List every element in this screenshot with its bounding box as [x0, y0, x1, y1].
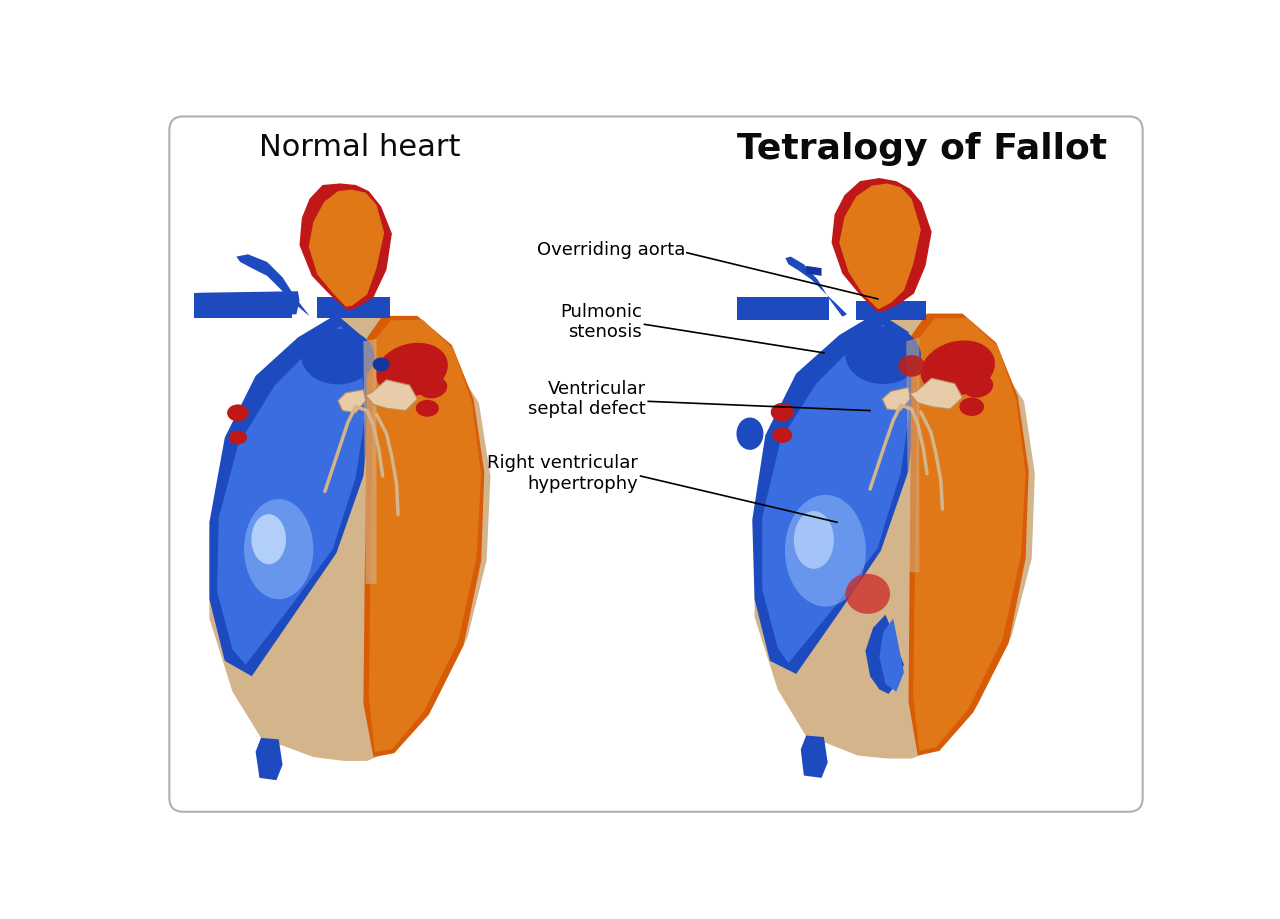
- Text: Ventricular
septal defect: Ventricular septal defect: [529, 380, 646, 418]
- Polygon shape: [210, 311, 490, 761]
- Polygon shape: [364, 339, 376, 584]
- Ellipse shape: [301, 329, 375, 384]
- Polygon shape: [195, 293, 292, 318]
- Polygon shape: [865, 615, 904, 694]
- Ellipse shape: [963, 374, 993, 398]
- Polygon shape: [300, 184, 392, 311]
- Polygon shape: [879, 618, 904, 692]
- Ellipse shape: [771, 403, 794, 421]
- Ellipse shape: [229, 431, 247, 445]
- Ellipse shape: [251, 514, 285, 564]
- Polygon shape: [856, 301, 925, 320]
- Ellipse shape: [736, 417, 763, 449]
- Text: Pulmonic
stenosis: Pulmonic stenosis: [561, 302, 643, 342]
- Ellipse shape: [416, 400, 439, 416]
- Polygon shape: [338, 390, 366, 413]
- Polygon shape: [366, 380, 417, 411]
- Polygon shape: [763, 324, 910, 664]
- Polygon shape: [755, 309, 1034, 758]
- Polygon shape: [882, 388, 910, 411]
- Text: Right ventricular
hypertrophy: Right ventricular hypertrophy: [488, 454, 639, 494]
- Ellipse shape: [899, 355, 925, 377]
- Ellipse shape: [372, 357, 389, 371]
- Polygon shape: [832, 178, 932, 312]
- Ellipse shape: [920, 340, 995, 396]
- Polygon shape: [198, 291, 300, 316]
- Polygon shape: [308, 189, 384, 307]
- Text: Overriding aorta: Overriding aorta: [536, 242, 685, 259]
- Polygon shape: [210, 314, 371, 676]
- Polygon shape: [364, 316, 484, 757]
- FancyBboxPatch shape: [169, 117, 1143, 811]
- Ellipse shape: [785, 495, 865, 607]
- Polygon shape: [317, 298, 390, 318]
- Polygon shape: [753, 312, 916, 674]
- Polygon shape: [237, 255, 310, 316]
- Ellipse shape: [960, 398, 984, 416]
- Polygon shape: [801, 735, 828, 777]
- Polygon shape: [737, 297, 829, 320]
- Ellipse shape: [794, 511, 833, 569]
- Polygon shape: [256, 738, 283, 780]
- Polygon shape: [909, 313, 1029, 755]
- Text: Normal heart: Normal heart: [259, 132, 461, 162]
- Polygon shape: [786, 256, 847, 317]
- Polygon shape: [369, 320, 481, 752]
- Ellipse shape: [244, 499, 314, 599]
- Polygon shape: [906, 337, 919, 573]
- Polygon shape: [218, 326, 366, 664]
- Ellipse shape: [419, 377, 447, 399]
- Polygon shape: [840, 184, 920, 309]
- Ellipse shape: [376, 343, 448, 397]
- Polygon shape: [910, 379, 963, 409]
- Polygon shape: [913, 318, 1025, 751]
- Ellipse shape: [845, 573, 890, 614]
- Ellipse shape: [845, 326, 920, 384]
- Text: Tetralogy of Fallot: Tetralogy of Fallot: [736, 131, 1107, 165]
- Ellipse shape: [772, 427, 792, 443]
- Ellipse shape: [227, 404, 248, 421]
- Polygon shape: [806, 266, 822, 276]
